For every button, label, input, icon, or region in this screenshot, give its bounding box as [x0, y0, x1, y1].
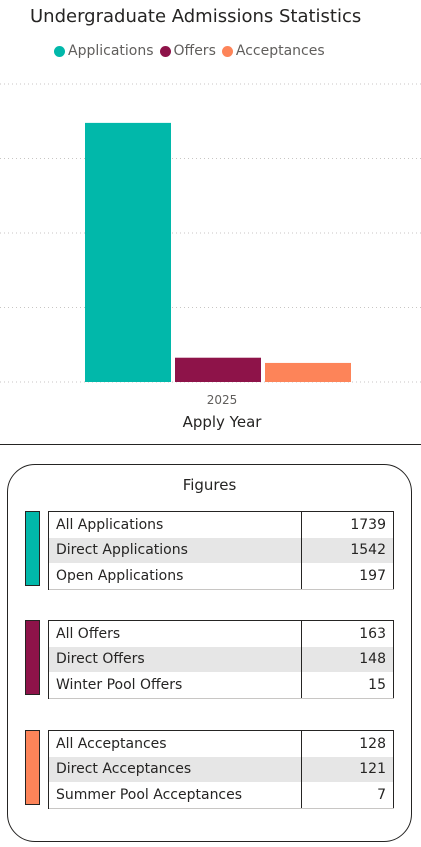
x-tick-label: 2025 [207, 393, 238, 407]
row-value: 1739 [301, 512, 393, 538]
bar-acceptances[interactable] [265, 362, 351, 382]
row-value: 15 [301, 672, 393, 698]
chart-legend: Applications Offers Acceptances [54, 43, 331, 59]
applications-table: All Applications 1739 Direct Application… [48, 511, 394, 590]
acceptances-color-swatch [25, 730, 40, 805]
table-row: Winter Pool Offers 15 [49, 672, 394, 698]
row-label: Direct Applications [56, 542, 188, 559]
row-label: All Acceptances [56, 735, 167, 752]
legend-label-offers: Offers [173, 43, 216, 59]
table-row: Direct Offers 148 [49, 646, 394, 672]
legend-item-applications[interactable]: Applications [54, 43, 154, 59]
row-label: Direct Offers [56, 651, 145, 668]
row-label: Winter Pool Offers [56, 676, 183, 693]
row-value: 1542 [301, 537, 393, 563]
table-bottom-line [49, 697, 394, 699]
legend-label-acceptances: Acceptances [235, 43, 325, 59]
x-axis-title: Apply Year [183, 413, 263, 431]
legend-marker-acceptances [221, 45, 233, 57]
row-value: 121 [301, 756, 393, 782]
table-row: All Acceptances 128 [49, 731, 394, 757]
row-value: 163 [301, 621, 393, 647]
row-label: All Offers [56, 625, 121, 642]
chart-title: Undergraduate Admissions Statistics [30, 6, 362, 27]
bar-applications[interactable] [85, 122, 171, 382]
row-value: 128 [301, 731, 393, 757]
row-value: 148 [301, 646, 393, 672]
bar-offers[interactable] [175, 357, 261, 382]
applications-color-swatch [25, 511, 40, 586]
table-row: Direct Applications 1542 [49, 537, 394, 563]
legend-marker-applications [54, 45, 65, 57]
bars [85, 122, 351, 382]
row-value: 197 [301, 563, 393, 589]
bar-chart: 2025 Apply Year [0, 83, 421, 431]
offers-table: All Offers 163 Direct Offers 148 Winter … [48, 620, 394, 699]
offers-color-swatch [25, 620, 40, 695]
table-bottom-line [49, 588, 394, 590]
table-row: Open Applications 197 [49, 563, 394, 589]
row-value: 7 [301, 782, 393, 808]
row-label: Summer Pool Acceptances [56, 786, 243, 803]
gridlines [0, 83, 421, 383]
figures-card: Figures All Applications 1739 Direct App… [7, 464, 412, 842]
legend-marker-offers [159, 45, 171, 57]
figures-title: Figures [182, 476, 237, 494]
table-row: Direct Acceptances 121 [49, 756, 394, 782]
section-divider [0, 444, 421, 445]
legend-label-applications: Applications [68, 43, 154, 59]
table-row: All Applications 1739 [49, 512, 394, 538]
row-label: Direct Acceptances [56, 761, 192, 778]
table-row: All Offers 163 [49, 621, 394, 647]
table-bottom-line [49, 807, 394, 809]
acceptances-table: All Acceptances 128 Direct Acceptances 1… [48, 730, 394, 809]
row-label: Open Applications [56, 567, 184, 584]
row-label: All Applications [56, 516, 164, 533]
legend-item-offers[interactable]: Offers [159, 43, 216, 59]
legend-item-acceptances[interactable]: Acceptances [221, 43, 325, 59]
table-row: Summer Pool Acceptances 7 [49, 782, 394, 808]
